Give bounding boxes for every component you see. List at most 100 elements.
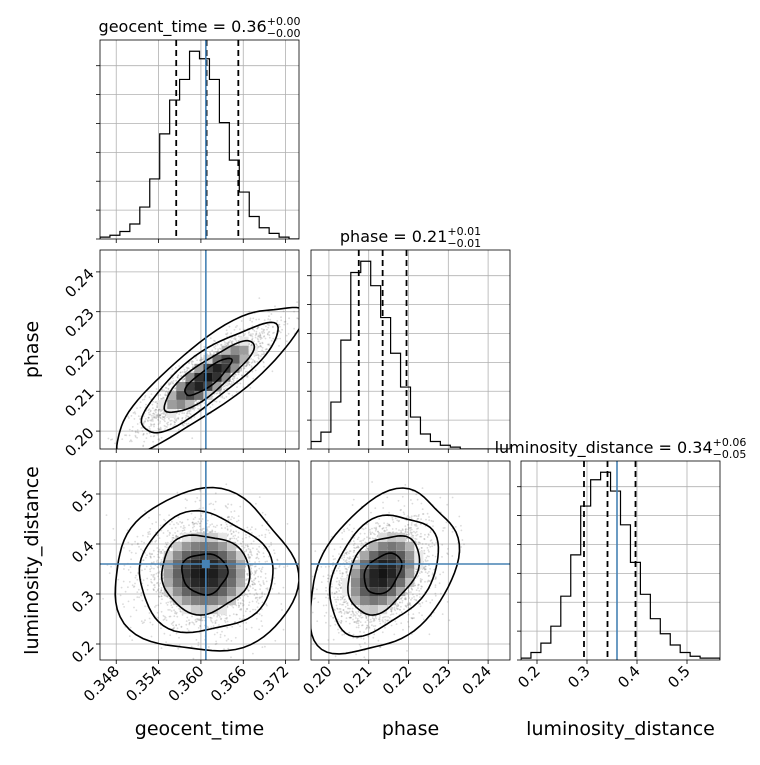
scatter-point (185, 507, 187, 509)
scatter-point (170, 424, 172, 426)
scatter-point (157, 612, 159, 614)
scatter-point (199, 508, 201, 510)
scatter-point (286, 335, 288, 337)
scatter-point (171, 607, 173, 609)
scatter-point (140, 595, 142, 597)
scatter-point (224, 385, 226, 387)
scatter-point (239, 618, 241, 620)
scatter-point (268, 315, 270, 317)
scatter-point (144, 399, 146, 401)
scatter-point (250, 318, 252, 320)
scatter-point (207, 616, 209, 618)
scatter-point (171, 528, 173, 530)
scatter-point (198, 627, 200, 629)
scatter-point (236, 386, 238, 388)
scatter-point (151, 424, 153, 426)
scatter-point (262, 512, 264, 514)
density-cell (231, 346, 240, 355)
scatter-point (258, 546, 260, 548)
scatter-point (238, 373, 240, 375)
scatter-point (177, 492, 179, 494)
scatter-point (293, 311, 295, 313)
scatter-point (262, 347, 264, 349)
scatter-point (167, 542, 169, 544)
scatter-point (258, 358, 260, 360)
scatter-point (185, 417, 187, 419)
scatter-point (264, 319, 266, 321)
scatter-point (176, 612, 178, 614)
scatter-point (265, 573, 267, 575)
scatter-point (218, 614, 220, 616)
scatter-point (259, 343, 261, 345)
scatter-point (274, 305, 276, 307)
scatter-point (151, 582, 153, 584)
scatter-point (161, 598, 163, 600)
scatter-point (233, 613, 235, 615)
scatter-point (257, 606, 259, 608)
scatter-point (273, 549, 275, 551)
scatter-point (270, 542, 272, 544)
scatter-point (194, 619, 196, 621)
scatter-point (246, 365, 248, 367)
scatter-point (261, 525, 263, 527)
scatter-point (265, 534, 267, 536)
scatter-point (186, 620, 188, 622)
scatter-point (149, 553, 151, 555)
scatter-point (261, 342, 263, 344)
scatter-point (142, 399, 144, 401)
scatter-point (249, 549, 251, 551)
scatter-point (173, 524, 175, 526)
scatter-point (167, 530, 169, 532)
scatter-point (82, 455, 84, 457)
scatter-point (253, 579, 255, 581)
scatter-point (279, 338, 281, 340)
scatter-point (127, 586, 129, 588)
scatter-point (159, 429, 161, 431)
scatter-point (178, 429, 180, 431)
scatter-point (262, 567, 264, 569)
scatter-point (158, 423, 160, 425)
scatter-point (278, 592, 280, 594)
scatter-point (268, 556, 270, 558)
scatter-point (214, 531, 216, 533)
histogram-panel-luminosity_distance (521, 461, 720, 660)
scatter-point (160, 627, 162, 629)
density-cell (194, 382, 203, 391)
scatter-point (233, 535, 235, 537)
scatter-point (156, 414, 158, 416)
scatter-point (171, 368, 173, 370)
scatter-point (254, 578, 256, 580)
scatter-point (191, 616, 193, 618)
scatter-point (170, 604, 172, 606)
scatter-point (182, 527, 184, 529)
scatter-point (226, 640, 228, 642)
scatter-point (193, 518, 195, 520)
scatter-point (211, 350, 213, 352)
scatter-point (258, 568, 260, 570)
scatter-point (154, 413, 156, 415)
scatter-point (144, 510, 146, 512)
scatter-point (251, 627, 253, 629)
scatter-point (196, 621, 198, 623)
scatter-point (252, 653, 254, 655)
scatter-point (245, 537, 247, 539)
scatter-point (210, 626, 212, 628)
scatter-point (228, 393, 230, 395)
scatter-point (230, 531, 232, 533)
scatter-point (300, 315, 302, 317)
scatter-point (283, 629, 285, 631)
scatter-point (158, 439, 160, 441)
scatter-point (149, 396, 151, 398)
scatter-point (184, 369, 186, 371)
scatter-point (232, 395, 234, 397)
panel-frame (100, 40, 299, 239)
scatter-point (136, 407, 138, 409)
scatter-point (240, 364, 242, 366)
scatter-point (240, 543, 242, 545)
scatter-point (134, 411, 136, 413)
scatter-point (262, 580, 264, 582)
scatter-point (188, 412, 190, 414)
scatter-point (232, 378, 234, 380)
scatter-point (114, 443, 116, 445)
scatter-point (232, 607, 234, 609)
